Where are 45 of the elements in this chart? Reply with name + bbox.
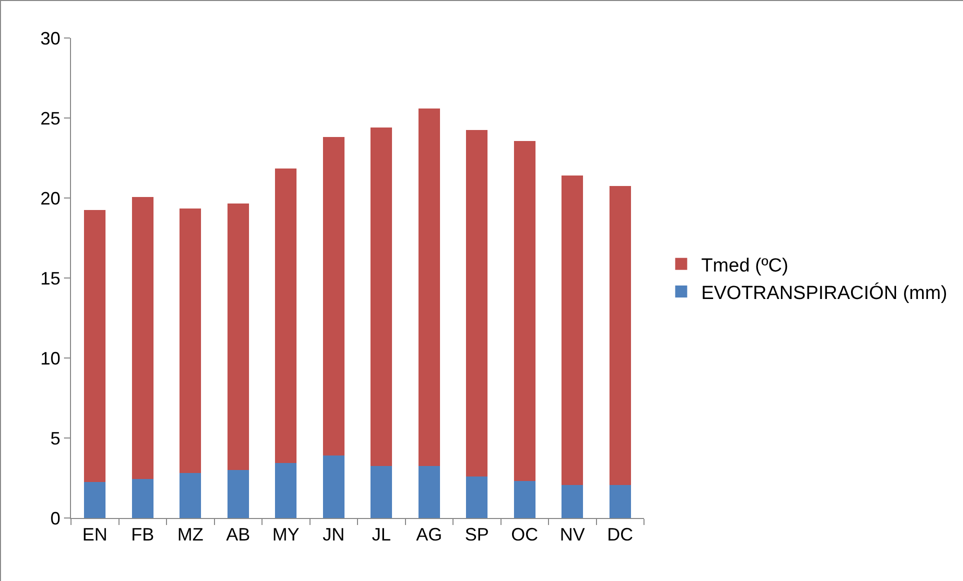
bar xyxy=(180,208,202,474)
bar xyxy=(418,108,440,466)
bar xyxy=(275,168,297,463)
bar xyxy=(609,485,631,518)
bar xyxy=(418,466,440,518)
bar xyxy=(466,130,488,476)
bar xyxy=(609,186,631,486)
legend-label: Tmed (ºC) xyxy=(701,255,788,276)
bar xyxy=(132,478,154,518)
y-tick-label: 10 xyxy=(40,348,60,368)
x-tick-label: OC xyxy=(511,524,538,545)
bar xyxy=(514,481,536,518)
y-tick-label: 0 xyxy=(50,508,60,528)
bar xyxy=(132,197,154,479)
bar xyxy=(370,466,392,518)
x-tick-label: EN xyxy=(82,524,108,545)
y-tick-label: 15 xyxy=(40,268,60,288)
bar xyxy=(275,462,297,518)
x-tick-label: MY xyxy=(272,524,300,545)
bar xyxy=(562,176,584,486)
bar xyxy=(84,482,106,518)
bar xyxy=(514,141,536,482)
x-tick-label: NV xyxy=(560,524,585,545)
bar xyxy=(322,137,344,456)
bar xyxy=(322,456,344,518)
bar xyxy=(227,470,249,518)
bar xyxy=(227,204,249,470)
x-tick-label: AG xyxy=(416,524,442,545)
bar xyxy=(562,485,584,518)
x-tick-label: MZ xyxy=(177,524,204,545)
y-tick-label: 5 xyxy=(50,428,60,448)
y-tick-label: 25 xyxy=(40,108,60,128)
bar xyxy=(84,210,106,482)
x-tick-label: AB xyxy=(226,524,250,545)
bar xyxy=(466,476,488,518)
x-tick-label: SP xyxy=(464,524,489,545)
bar xyxy=(180,473,202,518)
x-tick-label: DC xyxy=(607,524,634,545)
bar xyxy=(370,128,392,466)
x-tick-label: FB xyxy=(131,524,154,545)
x-tick-label: JN xyxy=(322,524,345,545)
x-tick-label: JL xyxy=(372,524,391,545)
y-tick-label: 20 xyxy=(40,188,60,208)
legend-label: EVOTRANSPIRACIÓN (mm) xyxy=(701,282,948,304)
y-tick-label: 30 xyxy=(40,28,60,48)
